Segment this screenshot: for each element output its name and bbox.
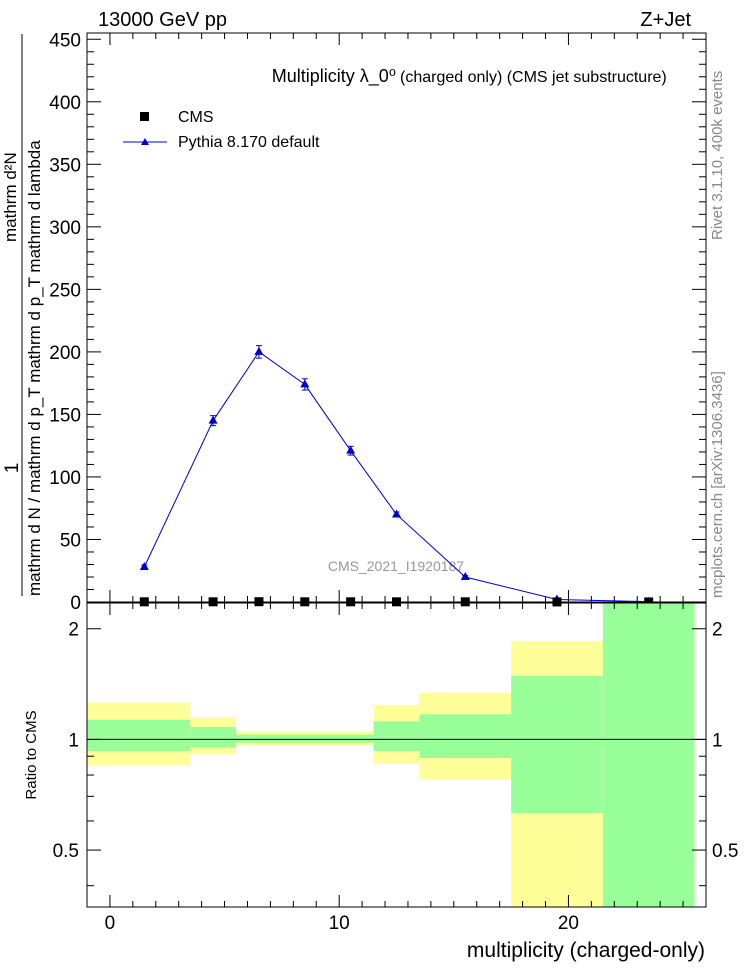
y-label-numerator: mathrm d²N [1,152,20,242]
y-tick-label: 350 [49,155,81,176]
pythia-point [254,346,264,355]
legend-cms-label: CMS [178,109,214,126]
x-axis-label: multiplicity (charged-only) [467,939,705,962]
pythia-point [208,415,218,424]
pythia-point [300,379,310,388]
legend-cms-marker [140,112,149,121]
y-tick-label: 450 [49,30,81,51]
pythia-point [346,445,356,454]
ratio-band-inner [373,721,420,751]
plot-title: Multiplicity λ_0⁰ [272,66,396,87]
cms-data-point [392,597,401,607]
pythia-point [460,571,470,580]
ratio-band-inner [190,727,237,748]
pythia-point [392,509,401,518]
x-tick-label: 10 [329,913,350,934]
ratio-band-inner [511,675,603,814]
cms-data-point [346,597,356,607]
ratio-band-inner [419,714,512,759]
y-tick-label: 50 [60,530,81,551]
legend-pythia-label: Pythia 8.170 default [178,134,320,151]
ratio-y-tick-label-left: 1 [68,730,79,751]
x-tick-label: 20 [558,913,579,934]
main-marks [139,345,654,607]
ratio-y-tick-label-left: 2 [68,620,79,641]
rivet-version-label: Rivet 3.1.10, 400k events [709,71,726,240]
ratio-y-axis-label: Ratio to CMS [23,710,40,799]
ratio-ticks: 0.5 0.51 12 20 10 20 [53,603,738,934]
y-tick-label: 300 [49,218,81,239]
ratio-band-inner [602,603,695,907]
ratio-y-tick-label-left: 0.5 [53,841,79,862]
y-tick-label: 250 [49,280,81,301]
collision-energy-label: 13000 GeV pp [98,9,227,31]
ratio-plot: 0.5 0.51 12 20 10 20 Ratio to CMS multiplicit… [23,602,738,962]
cms-data-point [254,597,264,607]
cms-data-point [208,597,218,607]
process-label: Z+Jet [640,9,691,31]
y-label-denominator: mathrm d N / mathrm d p_T mathrm d p_T m… [25,140,44,596]
main-plot: 0 50 100 150 200 250 300 350 400 450 Multiplicity… [49,30,707,614]
cms-data-point [552,597,562,607]
main-y-ticks: 0 50 100 150 200 250 300 350 400 450 [49,30,707,614]
mcplots-credit-label: mcplots.cern.ch [arXiv:1306.3436] [709,371,726,598]
cms-data-point [300,597,310,607]
y-tick-label: 0 [70,593,81,614]
cms-data-point [460,597,470,607]
y-label-prefix: 1 [2,463,23,474]
legend-pythia-marker [141,138,149,145]
main-y-axis-label: 1 mathrm d N / mathrm d p_T mathrm d p_T… [1,34,44,596]
ratio-bands [87,603,706,907]
y-tick-label: 200 [49,343,81,364]
ratio-band-inner [236,734,374,743]
y-tick-label: 100 [49,468,81,489]
cms-data-point [644,597,654,607]
ratio-y-tick-label-right: 1 [712,730,723,751]
ratio-band-inner [87,719,191,751]
legend: CMS Pythia 8.170 default [123,109,320,151]
ratio-plot-frame [86,602,707,908]
x-tick-label: 0 [105,913,116,934]
ratio-y-tick-label-right: 2 [712,620,723,641]
ratio-y-tick-label-right: 0.5 [712,841,738,862]
analysis-watermark: CMS_2021_I1920187 [328,558,464,574]
y-tick-label: 150 [49,405,81,426]
pythia-point [139,561,149,570]
y-tick-label: 400 [49,93,81,114]
plot-subtitle: (charged only) (CMS jet substructure) [400,69,667,86]
cms-data-point [139,597,149,607]
